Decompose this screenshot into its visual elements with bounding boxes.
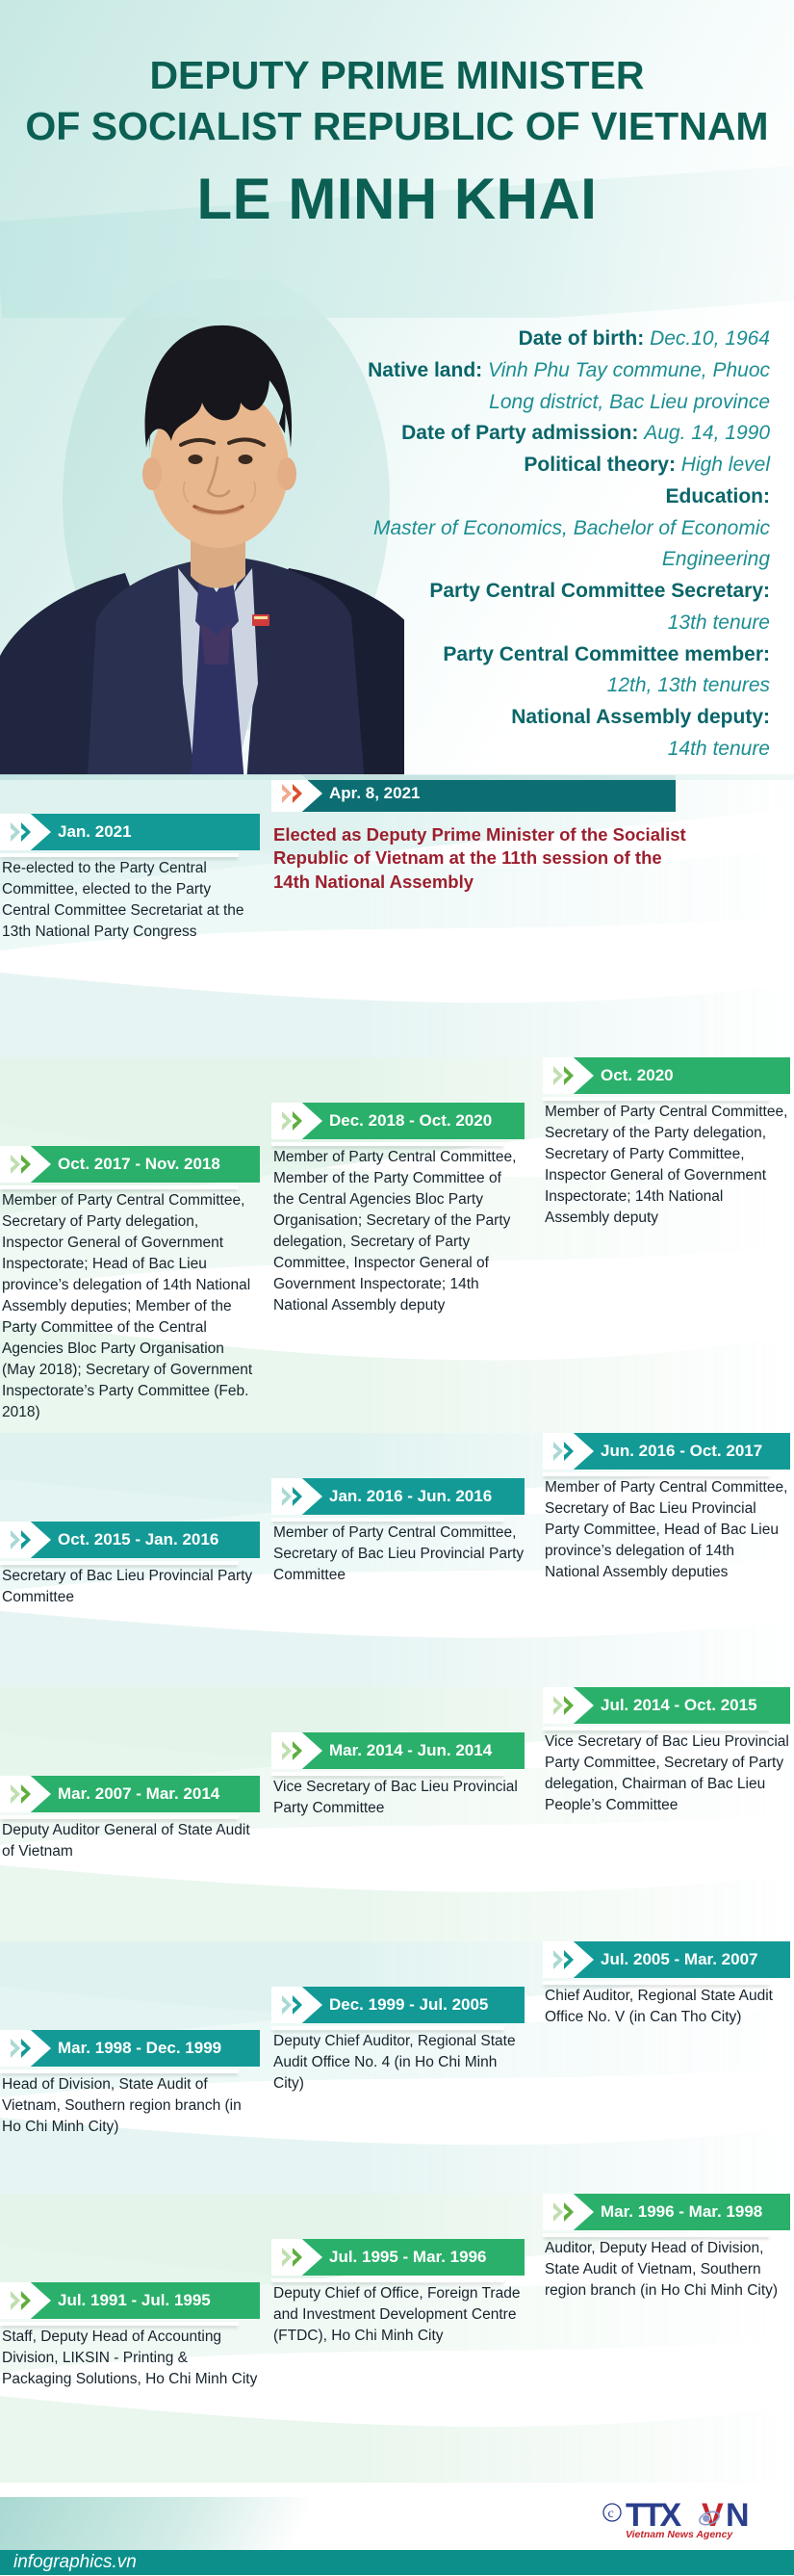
svg-text:c: c [608, 2507, 614, 2521]
svg-text:Vietnam News Agency: Vietnam News Agency [626, 2529, 733, 2540]
